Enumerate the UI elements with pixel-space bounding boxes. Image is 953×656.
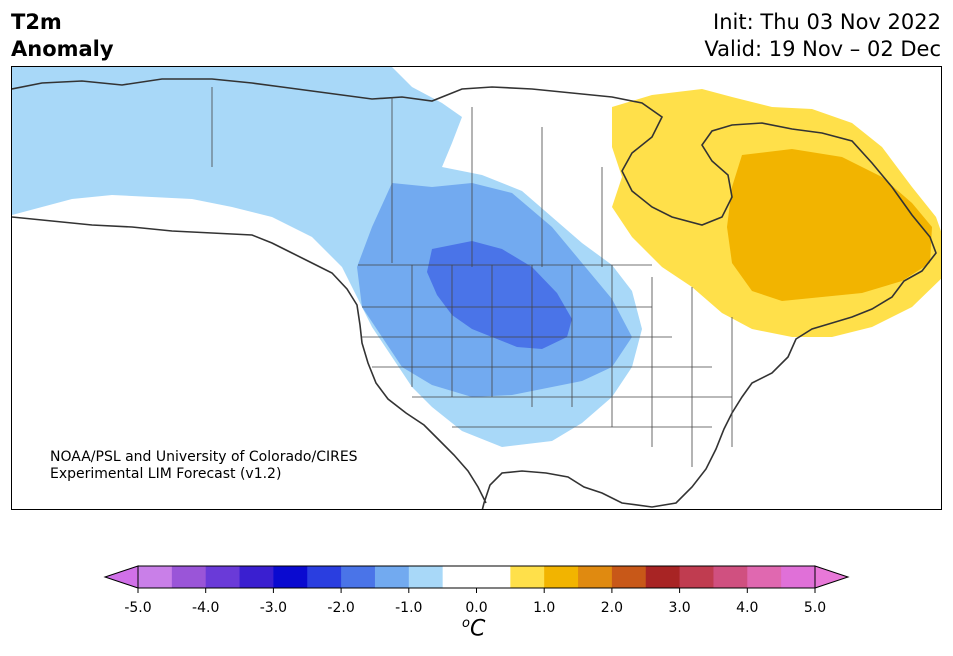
- colorbar-cell: [138, 566, 173, 588]
- colorbar-cell: [679, 566, 714, 588]
- colorbar-cell: [341, 566, 376, 588]
- political-borders: [211, 87, 733, 467]
- colorbar-cell: [781, 566, 816, 588]
- colorbar-cell: [374, 566, 410, 588]
- colorbar-cell: [544, 566, 579, 588]
- colorbar-over-arrow: [814, 565, 850, 589]
- colorbar-cell: [205, 566, 241, 588]
- colorbar-tick-label: 4.0: [736, 600, 758, 616]
- colorbar-tick-label: 3.0: [668, 600, 690, 616]
- anomaly-map: [12, 67, 941, 509]
- colorbar-under-arrow: [103, 565, 139, 589]
- colorbar-tick-label: -4.0: [192, 600, 219, 616]
- colorbar-cell: [611, 566, 647, 588]
- variable-title-line2: Anomaly: [11, 37, 114, 61]
- title-block: T2m Anomaly: [11, 9, 114, 63]
- colorbar-cell: [408, 566, 444, 588]
- colorbar-tick-label: -1.0: [395, 600, 422, 616]
- colorbar-ticks: -5.0 -4.0 -3.0 -2.0 -1.0 0.0 1.0 2.0 3.0 4.0 5.0: [124, 588, 826, 616]
- colorbar-cell: [442, 566, 477, 588]
- map-panel: NOAA/PSL and University of Colorado/CIRE…: [11, 66, 942, 510]
- colorbar-tick-label: -5.0: [124, 600, 151, 616]
- anomaly-region-orange-east: [727, 149, 932, 301]
- colorbar-tick-label: 5.0: [804, 600, 826, 616]
- colorbar-cell: [645, 566, 681, 588]
- init-date: Init: Thu 03 Nov 2022: [713, 10, 941, 34]
- colorbar-tick-label: -2.0: [327, 600, 354, 616]
- colorbar-tick-label: -3.0: [260, 600, 287, 616]
- variable-title-line1: T2m: [11, 10, 62, 34]
- colorbar-cell: [476, 566, 511, 588]
- colorbar-cells: [138, 566, 816, 588]
- colorbar-cell: [713, 566, 748, 588]
- colorbar-cell: [578, 566, 613, 588]
- colorbar-cell: [273, 566, 308, 588]
- unit-celsius: C: [469, 616, 486, 642]
- colorbar-tick-label: 1.0: [533, 600, 555, 616]
- credit-line1: NOAA/PSL and University of Colorado/CIRE…: [50, 449, 358, 465]
- colorbar-outline: [137, 565, 816, 589]
- colorbar-tick-label: 0.0: [465, 600, 487, 616]
- date-block: Init: Thu 03 Nov 2022 Valid: 19 Nov – 02…: [704, 9, 941, 63]
- anomaly-region-blue-core: [427, 241, 572, 349]
- credit-line2: Experimental LIM Forecast (v1.2): [50, 466, 282, 482]
- colorbar-cell: [307, 566, 342, 588]
- credit-text: NOAA/PSL and University of Colorado/CIRE…: [50, 449, 358, 483]
- colorbar-cell: [510, 566, 545, 588]
- unit-degree-symbol: o: [462, 616, 470, 631]
- colorbar-cell: [239, 566, 274, 588]
- coastline-west: [12, 216, 487, 504]
- colorbar-cell: [171, 566, 207, 588]
- colorbar-unit-label: oC: [462, 616, 485, 641]
- valid-date: Valid: 19 Nov – 02 Dec: [704, 37, 941, 61]
- colorbar-tick-label: 2.0: [601, 600, 623, 616]
- colorbar-cell: [747, 566, 782, 588]
- coastline-north-america: [12, 78, 937, 509]
